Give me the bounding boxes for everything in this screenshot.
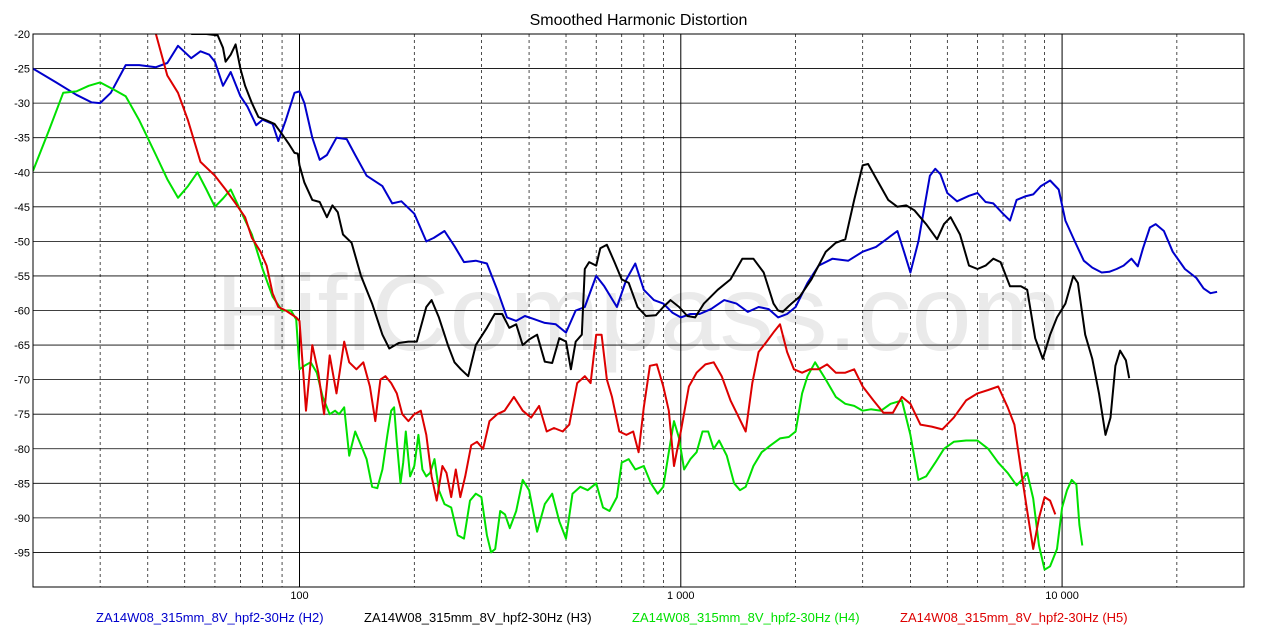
series-line-h3 <box>191 34 1131 436</box>
y-tick-label: -90 <box>14 513 30 525</box>
y-tick-label: -65 <box>14 340 30 352</box>
y-tick-label: -35 <box>14 133 30 145</box>
legend-entry-h2: ZA14W08_315mm_8V_hpf2-30Hz (H2) <box>96 610 324 625</box>
y-axis-tick-labels: -20 -25 -30 -35 -40 -45 -50 -55 -60 -65 -70 -75 -80 -… <box>14 29 30 559</box>
grid-lines <box>33 33 1244 587</box>
y-tick-label: -70 <box>14 375 30 387</box>
y-tick-label: -20 <box>14 29 30 41</box>
x-tick-label: 10 000 <box>1045 590 1079 602</box>
y-tick-label: -50 <box>14 236 30 248</box>
x-tick-label: 1 000 <box>667 590 695 602</box>
x-tick-label: 100 <box>290 590 308 602</box>
y-tick-label: -40 <box>14 167 30 179</box>
y-tick-label: -60 <box>14 306 30 318</box>
y-tick-label: -85 <box>14 478 30 490</box>
y-tick-label: -55 <box>14 271 30 283</box>
y-tick-label: -30 <box>14 98 30 110</box>
y-tick-label: -95 <box>14 547 30 559</box>
y-tick-label: -25 <box>14 64 30 76</box>
legend-entry-h3: ZA14W08_315mm_8V_hpf2-30Hz (H3) <box>364 610 592 625</box>
plot-frame <box>32 33 1245 588</box>
legend-entry-h5: ZA14W08_315mm_8V_hpf2-30Hz (H5) <box>900 610 1128 625</box>
legend-entry-h4: ZA14W08_315mm_8V_hpf2-30Hz (H4) <box>632 610 860 625</box>
series-line-h5 <box>154 34 1057 550</box>
series-layer <box>33 34 1218 571</box>
y-tick-label: -80 <box>14 444 30 456</box>
y-tick-label: -45 <box>14 202 30 214</box>
x-axis-tick-labels: 100 1 000 10 000 <box>290 590 1079 602</box>
y-tick-label: -75 <box>14 409 30 421</box>
series-line-h4 <box>33 81 1084 571</box>
legend: ZA14W08_315mm_8V_hpf2-30Hz (H2) ZA14W08_3… <box>96 610 1128 625</box>
chart-title: Smoothed Harmonic Distortion <box>530 12 748 29</box>
